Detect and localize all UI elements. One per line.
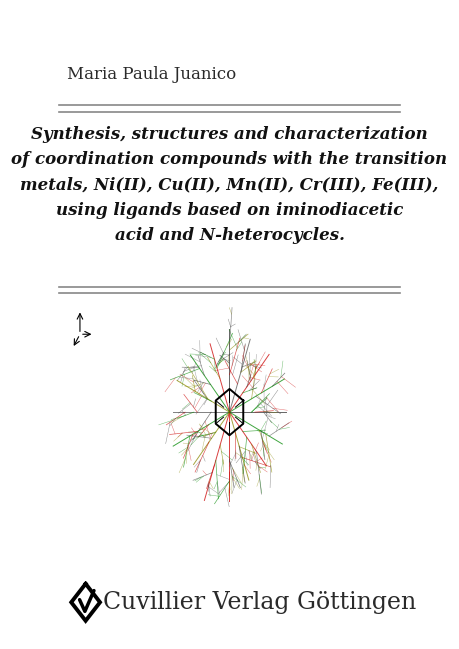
Text: Synthesis, structures and characterization
of coordination compounds with the tr: Synthesis, structures and characterizati… xyxy=(11,125,448,245)
Text: Cuvillier Verlag Göttingen: Cuvillier Verlag Göttingen xyxy=(103,591,416,614)
Text: Maria Paula Juanico: Maria Paula Juanico xyxy=(67,66,236,83)
